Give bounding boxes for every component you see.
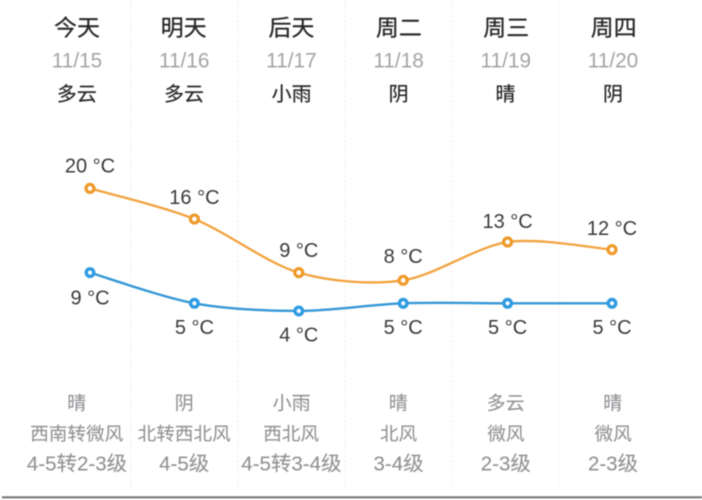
svg-text:5 °C: 5 °C — [175, 317, 214, 339]
svg-text:3-4: 3-4 — [291, 453, 321, 476]
svg-text:20 °C: 20 °C — [65, 155, 115, 177]
svg-text:2-3: 2-3 — [588, 453, 618, 476]
svg-text:11/15: 11/15 — [52, 49, 103, 72]
svg-text:11/17: 11/17 — [266, 49, 317, 72]
svg-text:9 °C: 9 °C — [279, 240, 318, 262]
svg-text:5 °C: 5 °C — [384, 317, 423, 339]
svg-text:8 °C: 8 °C — [384, 246, 423, 268]
svg-text:4 °C: 4 °C — [279, 325, 318, 347]
svg-text:13 °C: 13 °C — [482, 211, 532, 233]
svg-text:9 °C: 9 °C — [70, 287, 109, 309]
svg-text:11/19: 11/19 — [481, 49, 532, 72]
svg-text:3-4: 3-4 — [374, 453, 404, 476]
svg-text:2-3: 2-3 — [77, 453, 107, 476]
svg-text:4-5: 4-5 — [241, 453, 271, 476]
svg-text:4-5: 4-5 — [27, 453, 57, 476]
svg-text:16 °C: 16 °C — [169, 187, 219, 209]
svg-text:5 °C: 5 °C — [488, 317, 527, 339]
svg-text:11/16: 11/16 — [159, 49, 210, 72]
svg-text:12 °C: 12 °C — [587, 218, 637, 240]
svg-text:11/18: 11/18 — [373, 49, 424, 72]
svg-text:5 °C: 5 °C — [592, 317, 631, 339]
svg-text:2-3: 2-3 — [481, 453, 511, 476]
svg-text:11/20: 11/20 — [588, 49, 639, 72]
svg-text:4-5: 4-5 — [159, 453, 189, 476]
